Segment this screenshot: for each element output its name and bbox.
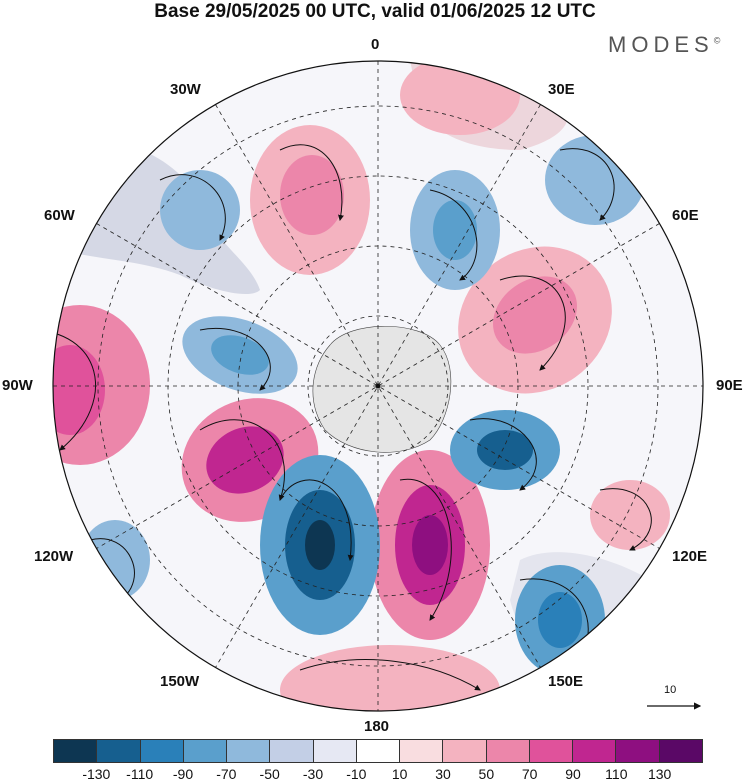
positive-anomaly-peak — [412, 515, 448, 575]
negative-anomaly-core — [433, 200, 477, 260]
colorbar-swatch — [97, 740, 141, 762]
longitude-label-150w: 150W — [160, 673, 200, 690]
longitude-label-90e: 90E — [716, 377, 743, 394]
map-title: Base 29/05/2025 00 UTC, valid 01/06/2025… — [154, 1, 596, 22]
colorbar-swatch — [270, 740, 314, 762]
colorbar-tick-label: -90 — [172, 766, 194, 782]
colorbar-swatch — [616, 740, 660, 762]
colorbar-swatch — [529, 740, 574, 762]
colorbar-swatch — [659, 740, 702, 762]
colorbar-tick-label: -30 — [302, 766, 324, 782]
positive-anomaly — [590, 480, 670, 550]
colorbar — [53, 739, 703, 763]
longitude-label-30w: 30W — [170, 81, 201, 98]
negative-anomaly-core — [538, 592, 582, 648]
longitude-label-30e: 30E — [548, 81, 575, 98]
longitude-label-60e: 60E — [672, 207, 699, 224]
colorbar-swatch — [443, 740, 487, 762]
colorbar-tick-label: -130 — [82, 766, 111, 782]
colorbar-tick-label: 70 — [521, 766, 538, 782]
colorbar-tick-label: 50 — [478, 766, 495, 782]
longitude-label-0: 0 — [371, 36, 380, 53]
map-boundary — [52, 60, 704, 712]
longitude-label-90w: 90W — [2, 377, 33, 394]
colorbar-tick-label: 10 — [391, 766, 408, 782]
longitude-label-60w: 60W — [44, 207, 75, 224]
colorbar-swatch — [183, 740, 228, 762]
longitude-label-150e: 150E — [548, 673, 584, 690]
longitude-label-180: 180 — [364, 718, 390, 735]
negative-anomaly-core — [477, 430, 533, 470]
map-field — [53, 61, 703, 711]
negative-anomaly-core — [211, 335, 269, 375]
colorbar-swatch — [54, 740, 98, 762]
colorbar-tick-label: 90 — [565, 766, 581, 782]
positive-anomaly-core — [493, 276, 577, 354]
negative-anomaly — [80, 520, 150, 600]
colorbar-tick-label: -110 — [126, 766, 154, 782]
longitude-label-120w: 120W — [34, 548, 74, 565]
colorbar-tick-label: 110 — [605, 766, 628, 782]
positive-anomaly-core — [280, 155, 344, 235]
graticule — [53, 61, 703, 711]
positive-anomaly — [280, 645, 500, 711]
colorbar-swatch — [573, 740, 617, 762]
negative-anomaly — [160, 170, 240, 250]
colorbar-swatch — [486, 740, 530, 762]
positive-anomaly-core — [53, 345, 105, 435]
antarctica-land — [312, 325, 452, 453]
colorbar-tick-label: -10 — [346, 766, 367, 782]
colorbar-tick-label: 130 — [647, 766, 672, 782]
colorbar-tick-label: -50 — [259, 766, 280, 782]
modes-logo: MODES© — [608, 32, 721, 57]
colorbar-swatch — [227, 740, 271, 762]
positive-anomaly-core — [206, 426, 284, 494]
positive-anomaly — [400, 61, 520, 135]
colorbar-tick-label: 30 — [435, 766, 451, 782]
colorbar-swatch — [400, 740, 444, 762]
colorbar-swatch — [140, 740, 184, 762]
colorbar-tick-label: -70 — [216, 766, 237, 782]
reference-vector-value: 10 — [664, 684, 677, 696]
colorbar-swatch — [313, 740, 357, 762]
longitude-label-120e: 120E — [672, 548, 708, 565]
colorbar-swatch — [356, 740, 401, 762]
negative-anomaly-peak — [305, 520, 335, 570]
